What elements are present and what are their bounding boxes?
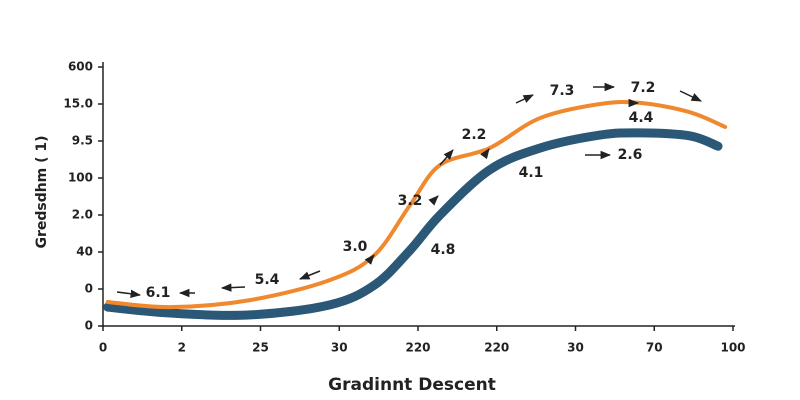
annotation: 7.3: [550, 83, 575, 99]
annotation: 3.2: [398, 193, 423, 209]
x-tick-label: 2: [178, 341, 186, 355]
x-tick-label: 100: [720, 341, 745, 355]
arrow: [480, 148, 490, 160]
y-tick-label: 15.0: [63, 97, 93, 111]
annotation: 4.4: [629, 110, 654, 126]
arrow: [299, 270, 321, 280]
y-tick-label: 9.5: [72, 134, 93, 148]
arrow: [220, 283, 246, 292]
annotation: 2.6: [618, 147, 643, 163]
arrow: [439, 149, 454, 166]
annotation: 4.8: [431, 242, 456, 258]
arrow: [116, 289, 142, 298]
annotation: 7.2: [631, 80, 656, 96]
annotation: 3.0: [343, 239, 368, 255]
line-series: [103, 128, 723, 320]
x-tick-label: 220: [405, 341, 430, 355]
x-tick-label: 30: [567, 341, 584, 355]
annotation: 6.1: [146, 285, 171, 301]
y-axis-label: Gredsdhm ( 1): [34, 135, 50, 248]
y-tick-label: 600: [68, 60, 93, 74]
annotation: 2.2: [462, 127, 487, 143]
line-series: [105, 99, 728, 310]
y-tick-label: 40: [76, 245, 93, 259]
x-tick-label: 70: [646, 341, 663, 355]
x-tick-label: 30: [331, 341, 348, 355]
x-tick-label: 220: [484, 341, 509, 355]
x-tick-label: 25: [252, 341, 269, 355]
arrow: [679, 90, 702, 102]
y-tick-label: 2.0: [72, 208, 93, 222]
y-tick-label: 100: [68, 171, 93, 185]
y-tick-label: 0: [85, 319, 93, 333]
arrow: [428, 195, 439, 206]
annotation: 5.4: [255, 272, 280, 288]
arrow: [515, 94, 534, 104]
x-axis-label: Gradinnt Descent: [328, 375, 496, 395]
x-tick-label: 0: [99, 341, 107, 355]
annotation: 4.1: [519, 165, 544, 181]
y-tick-label: 0: [85, 282, 93, 296]
arrow: [364, 254, 375, 265]
